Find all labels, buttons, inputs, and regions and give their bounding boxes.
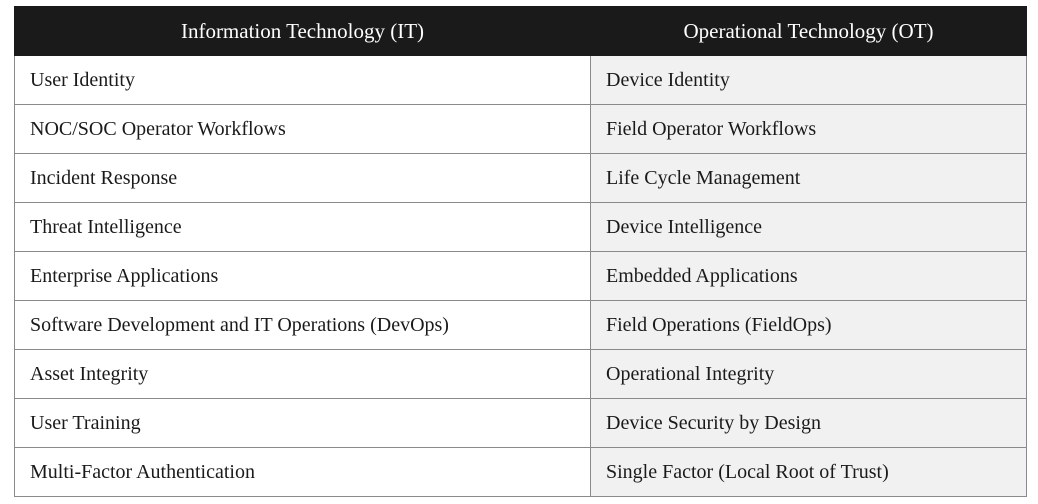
it-cell: User Identity bbox=[14, 55, 591, 105]
it-cell: Enterprise Applications bbox=[14, 251, 591, 301]
ot-cell: Device Identity bbox=[590, 55, 1027, 105]
table-row: Multi-Factor Authentication Single Facto… bbox=[14, 447, 1027, 497]
ot-cell: Field Operations (FieldOps) bbox=[590, 300, 1027, 350]
ot-cell: Single Factor (Local Root of Trust) bbox=[590, 447, 1027, 497]
table-row: Incident Response Life Cycle Management bbox=[14, 153, 1027, 203]
it-cell: Software Development and IT Operations (… bbox=[14, 300, 591, 350]
table-row: Enterprise Applications Embedded Applica… bbox=[14, 251, 1027, 301]
table-row: Asset Integrity Operational Integrity bbox=[14, 349, 1027, 399]
ot-cell: Device Security by Design bbox=[590, 398, 1027, 448]
it-cell: Incident Response bbox=[14, 153, 591, 203]
ot-cell: Field Operator Workflows bbox=[590, 104, 1027, 154]
header-row: Information Technology (IT) Operational … bbox=[14, 6, 1027, 56]
it-cell: Multi-Factor Authentication bbox=[14, 447, 591, 497]
table-row: Threat Intelligence Device Intelligence bbox=[14, 202, 1027, 252]
table-body: User Identity Device Identity NOC/SOC Op… bbox=[14, 55, 1027, 497]
header-it: Information Technology (IT) bbox=[14, 6, 591, 56]
ot-cell: Life Cycle Management bbox=[590, 153, 1027, 203]
table-header: Information Technology (IT) Operational … bbox=[14, 6, 1027, 56]
it-cell: User Training bbox=[14, 398, 591, 448]
ot-cell: Operational Integrity bbox=[590, 349, 1027, 399]
header-ot: Operational Technology (OT) bbox=[590, 6, 1027, 56]
it-cell: NOC/SOC Operator Workflows bbox=[14, 104, 591, 154]
it-cell: Asset Integrity bbox=[14, 349, 591, 399]
ot-cell: Embedded Applications bbox=[590, 251, 1027, 301]
table-row: User Training Device Security by Design bbox=[14, 398, 1027, 448]
it-ot-comparison-table: Information Technology (IT) Operational … bbox=[14, 6, 1027, 497]
table-row: Software Development and IT Operations (… bbox=[14, 300, 1027, 350]
table-row: User Identity Device Identity bbox=[14, 55, 1027, 105]
table-row: NOC/SOC Operator Workflows Field Operato… bbox=[14, 104, 1027, 154]
ot-cell: Device Intelligence bbox=[590, 202, 1027, 252]
it-cell: Threat Intelligence bbox=[14, 202, 591, 252]
